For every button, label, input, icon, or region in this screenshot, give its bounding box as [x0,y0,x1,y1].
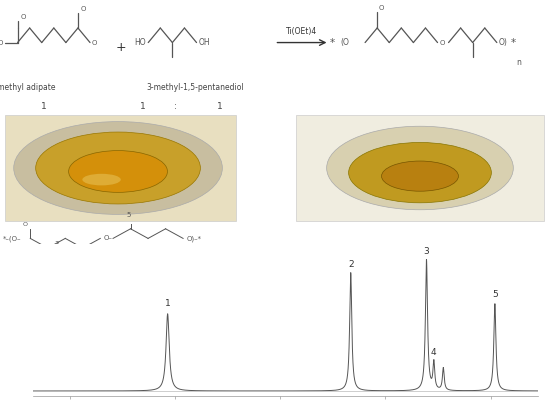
Text: 4: 4 [137,245,142,251]
Ellipse shape [349,142,491,203]
Text: 1: 1 [165,298,171,308]
Text: O: O [439,40,445,46]
Bar [5,115,236,221]
Ellipse shape [36,132,200,204]
Text: 3: 3 [120,245,124,251]
Text: 3: 3 [424,248,429,256]
Ellipse shape [14,122,222,214]
Text: n: n [516,58,521,67]
Text: 1: 1 [172,245,177,251]
Ellipse shape [327,126,513,210]
Text: 1: 1 [217,102,222,111]
Text: O: O [92,40,97,46]
Text: O: O [20,14,26,20]
Text: O: O [0,40,3,46]
Text: *–(O–: *–(O– [3,235,21,242]
Text: HO: HO [134,38,145,47]
Text: O: O [81,6,86,12]
Bar [296,115,544,221]
Text: 3: 3 [155,245,159,251]
Text: O–: O– [103,235,113,241]
Text: O: O [76,261,81,266]
Text: :: : [174,102,177,111]
Text: 3: 3 [54,241,59,247]
Text: 5: 5 [127,212,131,218]
Text: O: O [23,222,28,227]
Text: 5: 5 [492,290,498,299]
Text: 3: 3 [72,253,76,259]
Text: 2: 2 [348,260,354,269]
Text: O: O [379,5,384,11]
Text: 4: 4 [431,348,436,357]
Text: 3-methyl-1,5-pentanediol: 3-methyl-1,5-pentanediol [146,83,244,92]
Text: 1: 1 [75,256,80,262]
Ellipse shape [382,161,458,191]
Text: Ti(OEt)4: Ti(OEt)4 [287,27,317,36]
Text: 1: 1 [140,102,145,111]
Text: *: * [511,38,516,48]
Text: (O: (O [340,38,349,47]
Text: 1: 1 [41,102,47,111]
Text: OH: OH [198,38,210,47]
Ellipse shape [82,174,121,186]
Text: Dimethyl adipate: Dimethyl adipate [0,83,55,92]
Text: 2: 2 [37,253,41,259]
Text: *: * [330,38,335,48]
Text: O)–*: O)–* [186,235,201,242]
Text: +: + [115,40,126,54]
Ellipse shape [69,151,167,192]
Text: O): O) [498,38,507,47]
